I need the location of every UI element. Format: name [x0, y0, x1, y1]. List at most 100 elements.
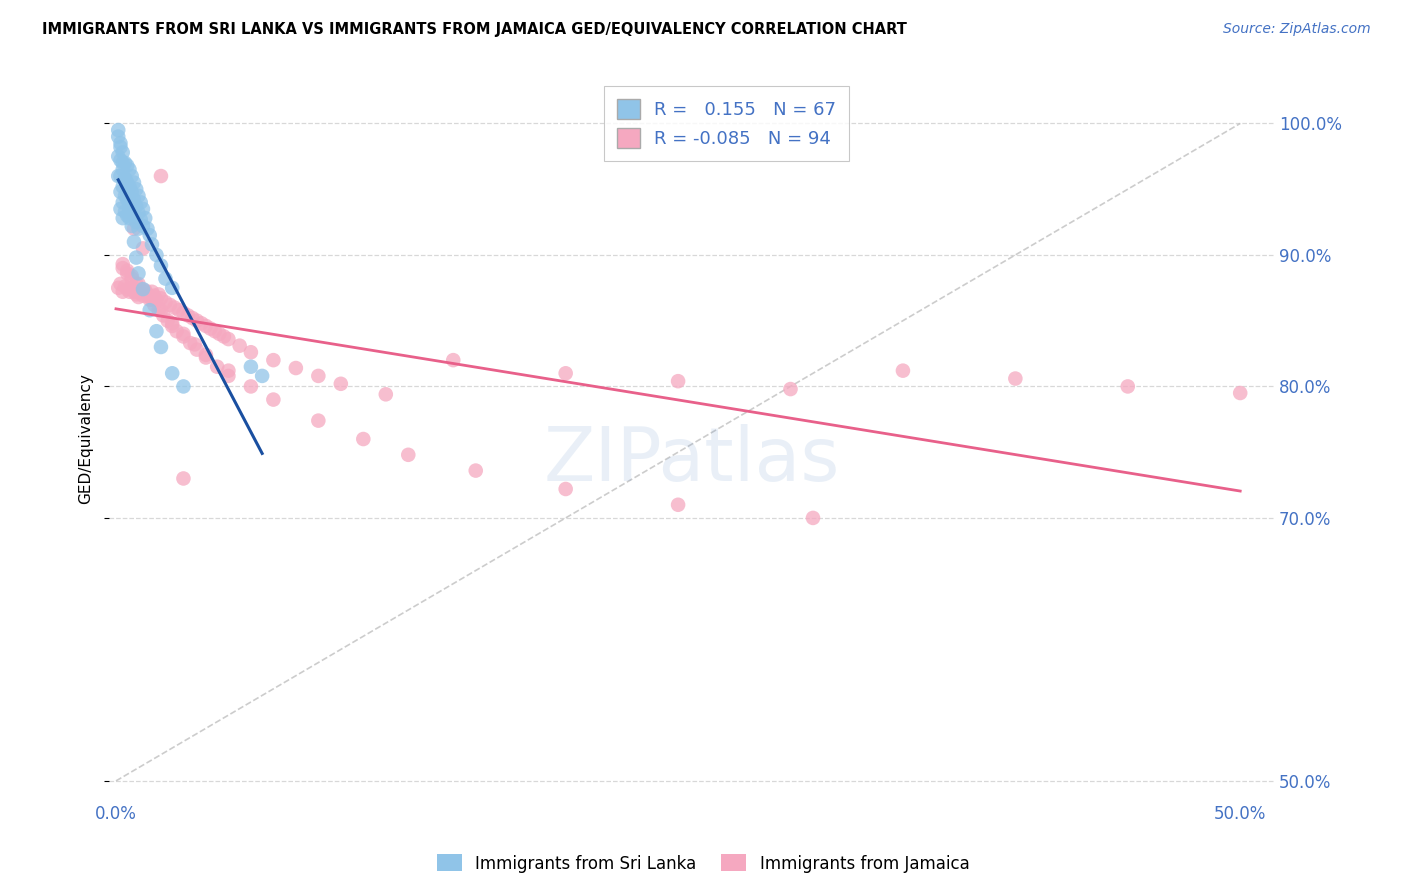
Y-axis label: GED/Equivalency: GED/Equivalency	[79, 374, 93, 505]
Point	[183, 337, 205, 351]
Point	[134, 287, 156, 301]
Point	[156, 314, 179, 328]
Point	[212, 329, 235, 343]
Point	[122, 235, 145, 249]
Point	[115, 282, 138, 296]
Text: IMMIGRANTS FROM SRI LANKA VS IMMIGRANTS FROM JAMAICA GED/EQUIVALENCY CORRELATION: IMMIGRANTS FROM SRI LANKA VS IMMIGRANTS …	[42, 22, 907, 37]
Point	[115, 266, 138, 280]
Legend: R =   0.155   N = 67, R = -0.085   N = 94: R = 0.155 N = 67, R = -0.085 N = 94	[605, 87, 849, 161]
Point	[127, 277, 149, 291]
Point	[891, 364, 914, 378]
Point	[115, 209, 138, 223]
Point	[115, 193, 138, 207]
Point	[194, 318, 217, 333]
Point	[307, 368, 329, 383]
Point	[801, 511, 824, 525]
Point	[121, 169, 143, 183]
Point	[125, 251, 148, 265]
Point	[262, 353, 284, 368]
Point	[554, 482, 576, 496]
Point	[125, 287, 148, 301]
Point	[134, 284, 156, 298]
Point	[160, 366, 183, 380]
Point	[145, 324, 167, 338]
Point	[115, 176, 138, 190]
Point	[194, 348, 217, 362]
Point	[172, 379, 194, 393]
Point	[163, 301, 186, 315]
Point	[186, 343, 208, 357]
Point	[125, 199, 148, 213]
Point	[307, 414, 329, 428]
Point	[167, 303, 190, 318]
Point	[143, 298, 166, 312]
Point	[122, 221, 145, 235]
Point	[129, 282, 152, 296]
Text: Source: ZipAtlas.com: Source: ZipAtlas.com	[1223, 22, 1371, 37]
Point	[110, 140, 132, 154]
Point	[172, 326, 194, 341]
Point	[239, 359, 262, 374]
Point	[148, 303, 170, 318]
Point	[125, 215, 148, 229]
Point	[127, 266, 149, 280]
Text: ZIPatlas: ZIPatlas	[543, 425, 839, 497]
Point	[118, 211, 141, 226]
Point	[111, 211, 134, 226]
Point	[111, 179, 134, 194]
Point	[228, 339, 250, 353]
Point	[110, 277, 132, 291]
Point	[132, 289, 155, 303]
Point	[107, 281, 129, 295]
Point	[118, 162, 141, 177]
Point	[111, 285, 134, 299]
Point	[239, 345, 262, 359]
Point	[179, 336, 201, 351]
Point	[166, 324, 188, 338]
Point	[217, 364, 239, 378]
Point	[160, 318, 183, 333]
Point	[121, 202, 143, 216]
Point	[1116, 379, 1139, 393]
Point	[186, 314, 208, 328]
Point	[121, 268, 143, 283]
Point	[155, 271, 177, 285]
Point	[132, 202, 155, 216]
Point	[125, 277, 148, 291]
Point	[115, 159, 138, 173]
Point	[114, 204, 136, 219]
Point	[145, 248, 167, 262]
Point	[177, 309, 200, 323]
Point	[127, 290, 149, 304]
Legend: Immigrants from Sri Lanka, Immigrants from Jamaica: Immigrants from Sri Lanka, Immigrants fr…	[430, 847, 976, 880]
Point	[149, 303, 172, 318]
Point	[127, 206, 149, 220]
Point	[115, 264, 138, 278]
Point	[110, 202, 132, 216]
Point	[110, 153, 132, 168]
Point	[779, 382, 801, 396]
Point	[159, 298, 181, 312]
Point	[141, 237, 163, 252]
Point	[121, 219, 143, 233]
Point	[205, 359, 228, 374]
Point	[145, 293, 167, 307]
Point	[208, 326, 231, 341]
Point	[114, 156, 136, 170]
Point	[217, 368, 239, 383]
Point	[138, 228, 160, 243]
Point	[181, 311, 204, 326]
Point	[118, 195, 141, 210]
Point	[396, 448, 419, 462]
Point	[149, 291, 172, 305]
Point	[132, 282, 155, 296]
Point	[114, 171, 136, 186]
Point	[149, 169, 172, 183]
Point	[114, 188, 136, 202]
Point	[149, 340, 172, 354]
Point	[143, 289, 166, 303]
Point	[138, 290, 160, 304]
Point	[374, 387, 396, 401]
Point	[110, 136, 132, 151]
Point	[329, 376, 352, 391]
